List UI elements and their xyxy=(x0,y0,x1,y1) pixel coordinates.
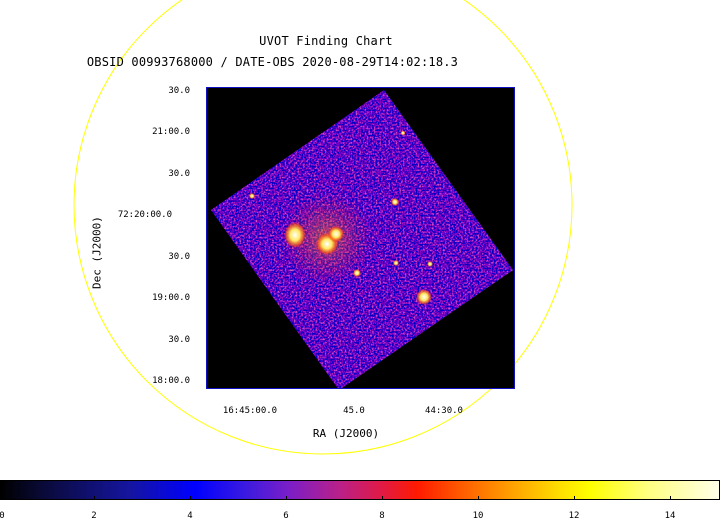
ra-tick-label: 16:45:00.0 xyxy=(222,406,278,416)
dec-tick-label: 72:20:00.0 xyxy=(117,210,172,220)
colorbar-tick-label: 4 xyxy=(187,511,193,521)
chart-subtitle: OBSID 00993768000 / DATE-OBS 2020-08-29T… xyxy=(86,55,459,69)
colorbar-tick-mark xyxy=(478,496,479,500)
ra-tick-label: 45.0 xyxy=(343,406,365,416)
colorbar-tick-mark xyxy=(670,496,671,500)
colorbar-tick-label: 10 xyxy=(472,511,484,521)
colorbar-tick-label: 6 xyxy=(283,511,289,521)
dec-tick-label: 21:00.0 xyxy=(152,127,190,137)
colorbar-tick-label: 14 xyxy=(664,511,676,521)
exposure-tile xyxy=(211,90,513,388)
dec-axis-title: Dec (J2000) xyxy=(90,216,104,289)
colorbar-tick-label: 12 xyxy=(568,511,580,521)
dec-tick-label: 30.0 xyxy=(168,335,190,345)
dec-tick-label: 19:00.0 xyxy=(152,293,190,303)
colorbar-tick-mark xyxy=(190,496,191,500)
chart-title: UVOT Finding Chart xyxy=(259,34,393,48)
sky-image-frame xyxy=(206,87,515,389)
colorbar-tick-mark xyxy=(382,496,383,500)
sky-image xyxy=(211,90,513,388)
dec-tick-label: 30.0 xyxy=(168,86,190,96)
ra-axis-title: RA (J2000) xyxy=(312,427,380,440)
colorbar-tick-mark xyxy=(94,496,95,500)
dec-tick-label: 30.0 xyxy=(168,169,190,179)
colorbar-tick-label: 0 xyxy=(0,511,5,521)
colorbar-tick-mark xyxy=(286,496,287,500)
colorbar-tick-label: 2 xyxy=(91,511,97,521)
ra-tick-label: 44:30.0 xyxy=(425,406,463,416)
dec-tick-label: 30.0 xyxy=(168,252,190,262)
dec-tick-label: 18:00.0 xyxy=(152,376,190,386)
colorbar-tick-label: 8 xyxy=(379,511,385,521)
colorbar-tick-mark xyxy=(574,496,575,500)
colorbar xyxy=(0,480,720,500)
sources xyxy=(249,130,433,305)
